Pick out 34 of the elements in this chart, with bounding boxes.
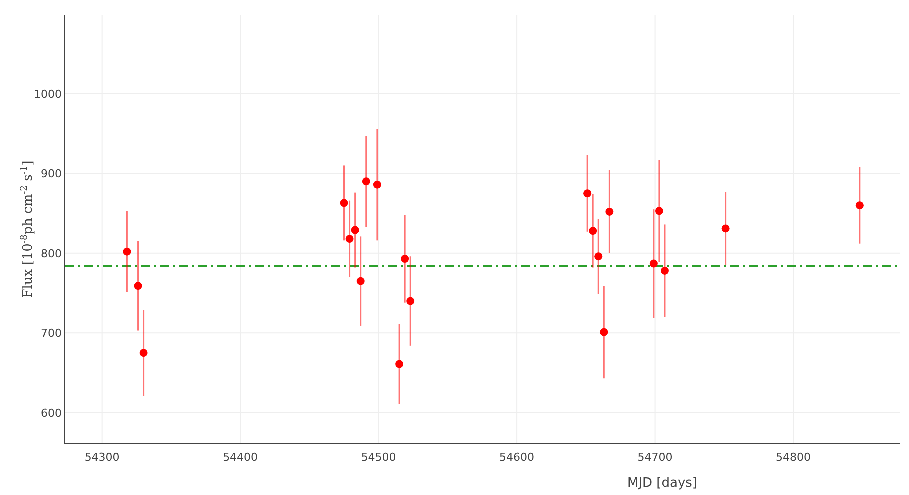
point: [655, 207, 664, 216]
point: [340, 199, 348, 208]
x-axis-title: MJD [days]: [627, 476, 698, 491]
y-tick-label: 600: [41, 406, 62, 420]
point: [401, 255, 410, 263]
point: [594, 252, 603, 261]
point: [134, 282, 142, 290]
point: [123, 248, 132, 256]
point: [140, 349, 148, 358]
point: [373, 180, 382, 189]
point: [722, 224, 730, 233]
x-tick-label: 54300: [84, 451, 120, 464]
point: [600, 328, 608, 336]
point: [351, 226, 360, 234]
point: [606, 208, 614, 216]
y-tick-label: 700: [41, 327, 62, 340]
point: [584, 190, 592, 198]
y-tick-label: 900: [41, 168, 62, 181]
x-tick-label: 54500: [361, 451, 396, 464]
point: [660, 266, 669, 275]
x-tick-label: 54600: [500, 451, 535, 464]
x-tick-label: 54800: [776, 451, 812, 464]
point: [346, 235, 354, 244]
point: [356, 277, 365, 286]
point: [396, 360, 404, 368]
point: [856, 202, 864, 210]
y-tick-label: 800: [41, 247, 62, 260]
point: [650, 260, 658, 268]
y-tick-label: 1000: [34, 88, 62, 101]
x-tick-label: 54700: [638, 451, 673, 464]
point: [362, 178, 370, 186]
x-tick-label: 54400: [223, 451, 258, 464]
point: [406, 297, 415, 306]
point: [589, 227, 598, 236]
